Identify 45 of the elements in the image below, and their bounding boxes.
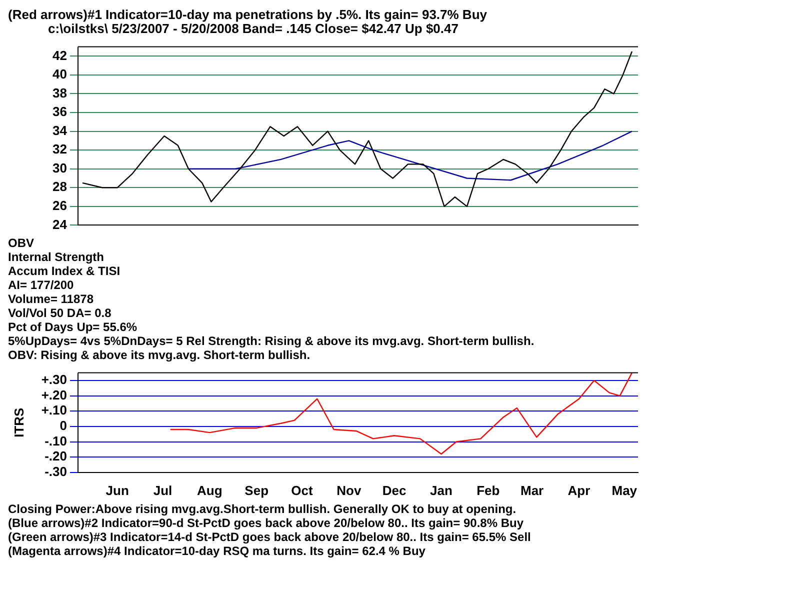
x-tick-label: Nov [336, 482, 362, 498]
text: (Green arrows)#3 Indicator=14-d St-PctD goes back above 20/below 80.. Its gain= 65.5% Sell [8, 530, 532, 544]
x-tick-label: Jun [106, 482, 129, 498]
text: Vol/Vol 50 DA= 0.8 [8, 306, 112, 320]
text: Pct of Days Up= 55.6% [8, 320, 138, 334]
x-tick-label: Dec [382, 482, 406, 498]
x-tick-label: Apr [568, 482, 590, 498]
text: Closing Power:Above rising mvg.avg.Short-term bullish. Generally OK to buy at opening. [8, 502, 518, 516]
y-tick-label: 0 [60, 418, 67, 434]
y-tick-label: -.30 [44, 464, 67, 479]
text: Accum Index & TISI [8, 264, 122, 278]
y-tick-label: +.10 [41, 402, 67, 418]
text: Volume= 11878 [8, 292, 94, 306]
x-tick-label: Sep [244, 482, 269, 498]
y-tick-label: 32 [52, 142, 67, 157]
x-tick-label: Jul [153, 482, 172, 498]
x-tick-label: Oct [291, 482, 314, 498]
y-tick-label: 24 [52, 216, 68, 232]
text: (Blue arrows)#2 Indicator=90-d St-PctD goes back above 20/below 80.. Its gain= 90.8% Buy [8, 516, 525, 530]
x-tick-label: Aug [197, 482, 222, 498]
y-tick-label: 26 [52, 198, 67, 213]
y-tick-label: 28 [52, 179, 67, 194]
x-tick-label: Feb [476, 482, 500, 498]
y-tick-label: 36 [52, 104, 67, 120]
y-tick-label: 38 [52, 85, 67, 100]
y-tick-label: +.20 [41, 387, 67, 402]
y-tick-label: 42 [52, 48, 67, 63]
y-tick-label: -.10 [44, 433, 67, 448]
y-tick-label: 40 [52, 66, 67, 82]
x-tick-label: Mar [520, 482, 544, 498]
y-tick-label: 34 [52, 122, 68, 138]
text: 5%UpDays= 4vs 5%DnDays= 5 Rel Strength: Rising & above its mvg.avg. Short-term bullish. [8, 334, 536, 348]
y-tick-label: -.20 [44, 448, 67, 464]
y-tick-label: 30 [52, 160, 67, 176]
y-tick-label: +.30 [41, 372, 67, 388]
text: OBV: Rising & above its mvg.avg. Short-term bullish. [8, 348, 312, 362]
text: OBV [8, 236, 36, 250]
chart-title: (Red arrows)#1 Indicator=10-day ma penetrations by .5%. Its gain= 93.7% Buy [8, 7, 488, 22]
text: Internal Strength [8, 250, 106, 264]
x-tick-label: May [612, 482, 638, 498]
text: (Magenta arrows)#4 Indicator=10-day RSQ ma turns. Its gain= 62.4 % Buy [8, 544, 426, 558]
y-axis-title: ITRS [11, 407, 26, 438]
x-tick-label: Jan [430, 482, 452, 498]
chart-subtitle: c:\oilstks\ 5/23/2007 - 5/20/2008 Band= .145 Close= $42.47 Up $0.47 [48, 21, 460, 36]
text: AI= 177/200 [8, 278, 75, 292]
